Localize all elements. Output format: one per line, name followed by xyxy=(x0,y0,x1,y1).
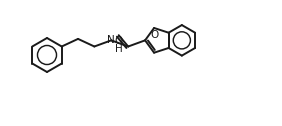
Text: H: H xyxy=(115,44,123,54)
Text: N: N xyxy=(107,35,115,45)
Text: O: O xyxy=(114,36,123,46)
Text: O: O xyxy=(150,30,158,40)
